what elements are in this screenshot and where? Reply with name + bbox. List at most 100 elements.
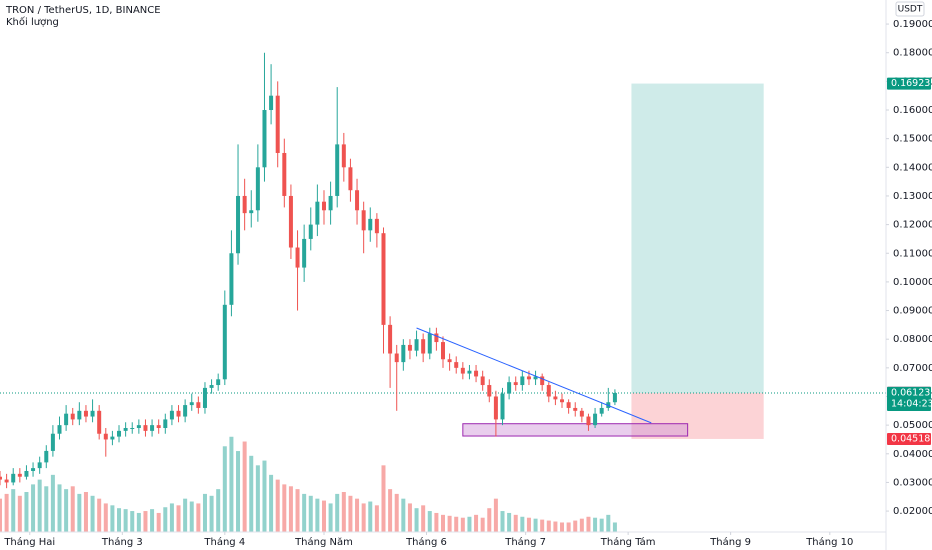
candle-body [328,195,333,211]
volume-bar [546,520,551,532]
volume-bar [394,493,399,532]
volume-bar [295,489,300,532]
candle-body [348,167,353,191]
y-tick-label: 0.08000 [893,334,932,345]
candle-body [441,342,445,360]
volume-bar [540,519,545,532]
candle-body [500,393,505,420]
volume-bar [90,495,95,532]
candle-body [493,396,498,420]
volume-bar [526,517,531,532]
candle-body [533,376,538,380]
candle-body [335,144,340,196]
trendline [416,327,652,424]
volume-bar [44,486,49,532]
volume-bar [123,509,128,532]
volume-bar [467,516,472,532]
volume-bar [209,495,214,532]
candle-body [17,473,22,477]
candle-body [83,410,88,417]
volume-bar [150,509,155,532]
countdown: 14:04:23 [891,398,932,409]
candle-body [70,413,75,420]
y-tick-label: 0.14000 [893,162,932,173]
volume-bar [553,521,558,532]
candle-body [110,436,115,440]
candle-body [388,324,393,354]
volume-bar [236,451,241,532]
volume-bar [566,522,571,532]
volume-bar [460,517,465,532]
y-tick-label: 0.18000 [893,48,932,59]
candle-body [103,433,108,440]
candle-body [612,392,617,403]
volume-bar [57,484,62,532]
candle-body [355,190,360,211]
candle-body [427,333,432,354]
volume-bar [64,489,69,532]
volume-bar [586,516,591,532]
volume-bar [308,495,313,532]
volume-bar [183,498,188,532]
currency[interactable]: USDT [898,5,923,15]
currency-box[interactable] [895,1,925,17]
x-tick-label: Tháng 3 [101,536,143,548]
y-tick-label: 0.15000 [893,134,932,145]
volume-bar [50,474,55,532]
volume-bar [282,484,287,532]
volume-bar [117,508,122,532]
volume-bar [269,474,274,532]
volume-bar [31,484,36,532]
volume-bar [493,498,498,532]
volume-bar [315,498,320,532]
candle-body [394,353,399,363]
candle-body [374,218,379,234]
candle-body [117,430,122,437]
volume-bar [593,517,598,532]
candle-body [24,470,29,477]
take-profit-zone [631,83,764,393]
volume-bar [441,514,445,532]
volume-bar [447,515,452,532]
volume-bar [500,511,505,532]
candle-body [586,416,591,426]
price-tag-label: 0.06123 [891,387,930,398]
candle-body [196,402,201,408]
volume-bar [242,441,247,532]
candle-body [361,210,366,231]
volume-bar [513,514,518,532]
candle-body [566,402,571,408]
candle-body [269,95,274,111]
candle-body [4,479,9,483]
support-zone [462,423,689,437]
x-tick-label: Tháng Hai [3,536,55,548]
volume-bar [573,520,578,532]
volume-bar [163,507,168,532]
volume-bar [176,505,181,532]
volume-bar [507,512,512,532]
plot-area [0,52,886,532]
volume-bar [202,493,207,532]
volume-bar [579,518,584,532]
candle-body [447,359,452,363]
y-tick-label: 0.19000 [893,19,932,30]
volume-bar [156,512,161,532]
candle-body [295,247,300,268]
candle-body [540,376,545,386]
candle-body [288,195,293,248]
volume-bar [335,493,340,532]
volume-bar [560,522,565,532]
volume-bar [388,489,393,532]
candle-body [467,370,472,374]
candle-body [136,425,141,429]
volume-bar [110,505,115,532]
volume-bar [599,518,604,532]
candle-body [421,339,426,354]
x-tick-label: Tháng 4 [203,536,245,548]
candle-body [507,382,512,394]
candle-body [513,382,518,386]
candle-body [209,385,214,388]
candle-body [31,468,36,471]
candle-body [183,405,188,417]
candle-body [222,304,227,380]
